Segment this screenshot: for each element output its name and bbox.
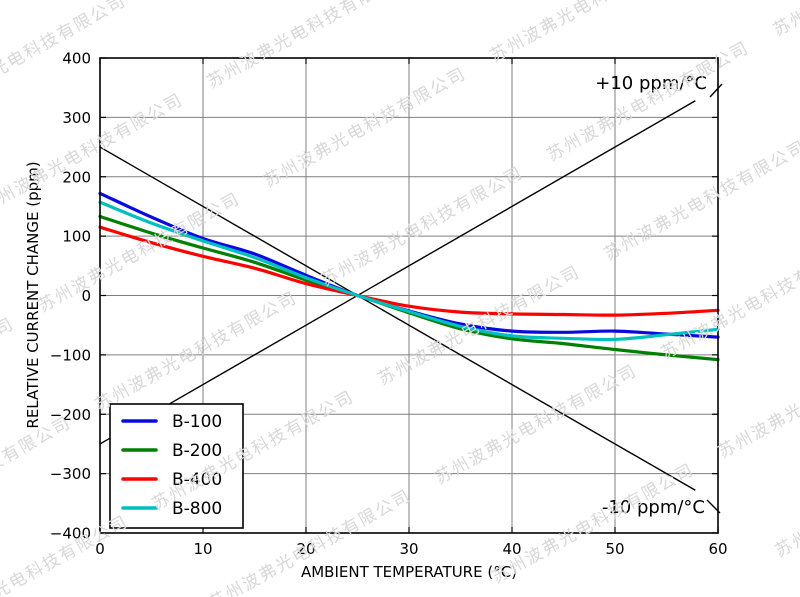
x-tick-label-20: 20 <box>296 540 315 558</box>
x-tick-label-0: 0 <box>95 540 105 558</box>
y-tick-label-0: 0 <box>81 287 91 305</box>
leader-plus10 <box>709 83 723 98</box>
series-line-B-400 <box>98 225 720 317</box>
reference-line-plus10 <box>99 100 696 445</box>
annotation-plus-10ppm: +10 ppm/°C <box>595 73 707 94</box>
y-tick-label--300: −300 <box>50 465 91 483</box>
reference-line-minus10 <box>99 146 696 491</box>
x-tick-label-30: 30 <box>399 540 418 558</box>
x-tick-label-60: 60 <box>708 540 727 558</box>
legend-label-B-200: B-200 <box>172 441 222 461</box>
y-tick-label--200: −200 <box>50 406 91 424</box>
legend-label-B-100: B-100 <box>172 412 222 432</box>
y-tick-label-300: 300 <box>62 109 91 127</box>
legend-label-B-800: B-800 <box>172 499 222 519</box>
x-tick-label-50: 50 <box>605 540 624 558</box>
annotation-minus-10ppm: -10 ppm/°C <box>601 497 705 518</box>
y-tick-label-400: 400 <box>62 50 91 68</box>
x-tick-label-10: 10 <box>193 540 212 558</box>
y-tick-label--400: −400 <box>50 525 91 543</box>
x-axis-label: AMBIENT TEMPERATURE (°C) <box>300 563 518 581</box>
y-tick-label-200: 200 <box>62 168 91 186</box>
y-axis-label: RELATIVE CURRENT CHANGE (ppm) <box>24 161 42 429</box>
y-tick-label--100: −100 <box>50 346 91 364</box>
series-line-B-800 <box>98 200 720 342</box>
x-tick-label-40: 40 <box>502 540 521 558</box>
y-tick-label-100: 100 <box>62 228 91 246</box>
legend-label-B-400: B-400 <box>172 470 222 490</box>
